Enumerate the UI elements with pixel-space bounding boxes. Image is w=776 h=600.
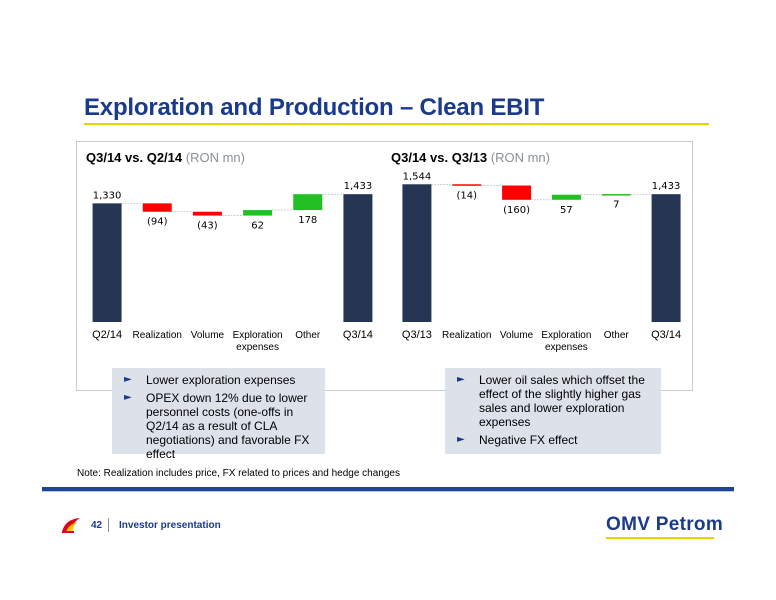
brand-underline	[606, 537, 714, 539]
chart-2-data-label-4: 57	[560, 205, 573, 216]
chart-1-data-label-6: 1,433	[344, 181, 373, 192]
chart-1-category-label-6: Q3/14	[343, 329, 373, 341]
chart-1-bar-5	[293, 194, 323, 211]
chart-2-data-label-2: (14)	[456, 191, 477, 202]
chart-2-category-label-3: Volume	[500, 330, 534, 341]
note-2-bullet-1: Lower oil sales which offset the effect …	[455, 373, 653, 429]
chart-1-bar-1	[92, 203, 122, 322]
chart-1-title: Q3/14 vs. Q2/14	[86, 150, 183, 165]
chart-2-plot: 1,544 Q3/13 (14) Realization (160) Volume 57 Ex…	[402, 171, 681, 353]
chart-1-heading: Q3/14 vs. Q2/14 (RON mn)	[86, 150, 245, 165]
chart-2-title: Q3/14 vs. Q3/13	[391, 150, 488, 165]
brand-wordmark: OMV Petrom	[606, 514, 724, 535]
chart-2-heading: Q3/14 vs. Q3/13 (RON mn)	[391, 150, 550, 165]
chart-2-category-label-6: Q3/14	[651, 329, 681, 341]
chart-2-bar-1	[402, 184, 432, 322]
chart-2-data-label-5: 7	[613, 200, 619, 211]
chart-1-data-label-5: 178	[298, 215, 317, 226]
chart-1-category-label-5: Other	[295, 330, 321, 341]
chart-1-data-label-4: 62	[251, 221, 264, 232]
footer-band-accent	[42, 491, 734, 492]
chart-1-bar-2	[142, 203, 172, 212]
chart-1-data-label-3: (43)	[197, 221, 218, 232]
chart-2-bar-2	[452, 184, 482, 186]
charts-frame	[76, 141, 693, 391]
page-number: 42	[91, 520, 103, 531]
note-1-bullet-2: OPEX down 12% due to lower personnel cos…	[122, 391, 317, 461]
petrom-flame-logo-icon	[62, 518, 80, 533]
chart-1-unit: (RON mn)	[185, 150, 245, 165]
chart-2-bar-5	[601, 194, 631, 196]
chart-1-category-label-4: Exploration expenses	[233, 330, 283, 353]
chart-1-category-label-2: Realization	[133, 330, 182, 341]
chart-1-bar-6	[343, 194, 373, 322]
footer-label: Investor presentation	[119, 520, 221, 531]
chart-2-data-label-6: 1,433	[652, 181, 681, 192]
chart-2-bar-4	[551, 194, 581, 200]
footer-separator	[108, 518, 109, 532]
chart-2-category-label-5: Other	[604, 330, 630, 341]
chart-2-bar-6	[651, 194, 681, 322]
chart-2-unit: (RON mn)	[490, 150, 550, 165]
chart-1-category-label-3: Volume	[191, 330, 225, 341]
chart-2-category-label-2: Realization	[442, 330, 491, 341]
chart-1-bar-4	[243, 210, 273, 216]
footnote: Note: Realization includes price, FX rel…	[77, 468, 400, 479]
footer-band	[42, 487, 734, 491]
chart-2-data-label-3: (160)	[503, 205, 530, 216]
page-title: Exploration and Production – Clean EBIT	[84, 94, 545, 121]
chart-1-data-label-2: (94)	[147, 217, 168, 228]
chart-2-data-label-1: 1,544	[403, 171, 432, 182]
note-box-2: Lower oil sales which offset the effect …	[445, 368, 661, 454]
title-underline	[84, 123, 709, 125]
chart-2-category-label-1: Q3/13	[402, 329, 432, 341]
note-2-bullet-2: Negative FX effect	[455, 433, 653, 447]
chart-1-data-label-1: 1,330	[93, 190, 122, 201]
chart-2-bar-3	[502, 185, 532, 200]
chart-1-bar-3	[192, 211, 222, 216]
chart-1-category-label-1: Q2/14	[92, 329, 122, 341]
note-box-1: Lower exploration expenses OPEX down 12%…	[112, 368, 325, 461]
chart-1-plot: 1,330 Q2/14 (94) Realization (43) Volume 62 Exp…	[92, 181, 373, 353]
note-1-bullet-1: Lower exploration expenses	[122, 373, 317, 387]
chart-2-category-label-4: Exploration expenses	[541, 330, 591, 353]
